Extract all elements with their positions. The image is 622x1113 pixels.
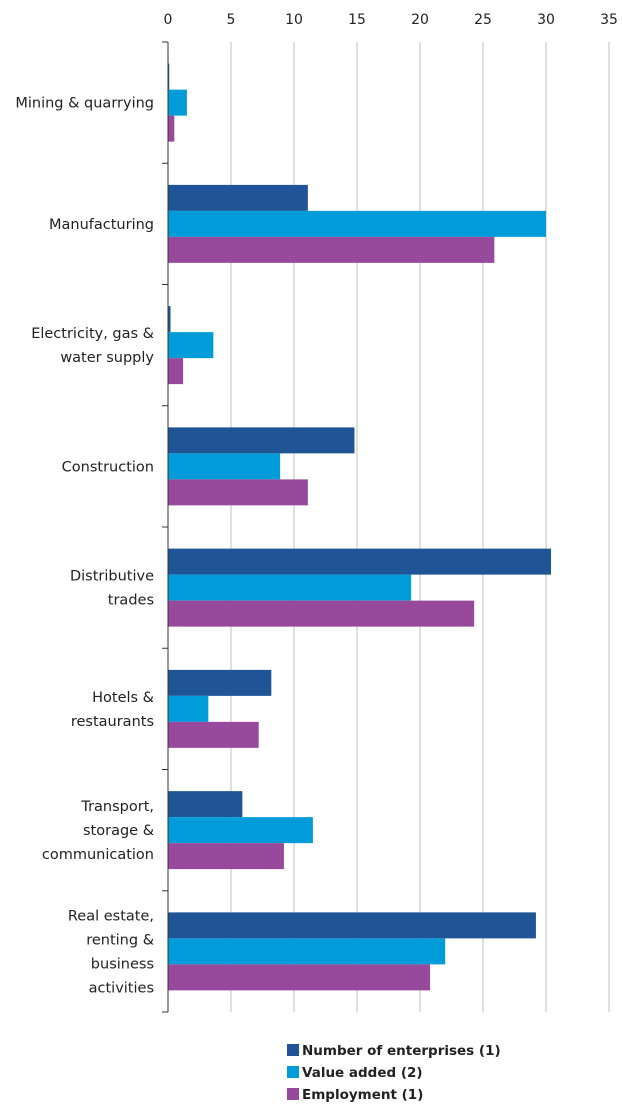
bar — [168, 116, 174, 142]
bar — [168, 211, 546, 237]
bar — [168, 358, 183, 384]
bar — [168, 601, 474, 627]
x-tick-label: 30 — [537, 12, 555, 28]
x-tick-label: 25 — [474, 12, 492, 28]
bar — [168, 237, 494, 263]
y-axis — [162, 42, 168, 1012]
legend-label: Value added (2) — [302, 1065, 423, 1081]
category-label: Distributive trades — [70, 569, 154, 609]
bar — [168, 722, 259, 748]
category-label: Construction — [62, 459, 154, 475]
bar — [168, 817, 313, 843]
category-label: Manufacturing — [49, 217, 154, 233]
x-tick-label: 15 — [348, 12, 366, 28]
bar — [168, 843, 284, 869]
bar — [168, 670, 271, 696]
bar — [168, 964, 430, 990]
bar — [168, 696, 208, 722]
bar — [168, 90, 187, 116]
category-label: Electricity, gas & water supply — [31, 326, 154, 366]
legend-swatch — [287, 1044, 299, 1056]
legend-label: Number of enterprises (1) — [302, 1043, 501, 1059]
category-labels: Mining & quarrying Manufacturing Electrici… — [15, 96, 154, 997]
x-tick-label: 35 — [600, 12, 618, 28]
x-tick-label: 5 — [227, 12, 236, 28]
bar — [168, 332, 213, 358]
category-label: Mining & quarrying — [15, 96, 154, 112]
category-label: Hotels & restaurants — [71, 690, 154, 730]
x-tick-label: 20 — [411, 12, 429, 28]
bars — [168, 64, 551, 991]
bar — [168, 427, 354, 453]
category-label: Transport, storage & communication — [42, 799, 154, 863]
x-tick-label: 10 — [285, 12, 303, 28]
bar — [168, 453, 280, 479]
bar — [168, 575, 411, 601]
bar — [168, 479, 308, 505]
bar — [168, 791, 242, 817]
x-tick-label: 0 — [164, 12, 173, 28]
legend-swatch — [287, 1066, 299, 1078]
bar — [168, 549, 551, 575]
legend-label: Employment (1) — [302, 1087, 423, 1103]
x-axis-tick-labels: 0 5 10 15 20 25 30 35 — [164, 12, 618, 28]
legend: Number of enterprises (1) Value added (2)… — [287, 1043, 501, 1103]
category-label: Real estate, renting & business activities — [68, 908, 154, 996]
bar — [168, 185, 308, 211]
legend-swatch — [287, 1088, 299, 1100]
bar — [168, 938, 445, 964]
bar — [168, 912, 536, 938]
